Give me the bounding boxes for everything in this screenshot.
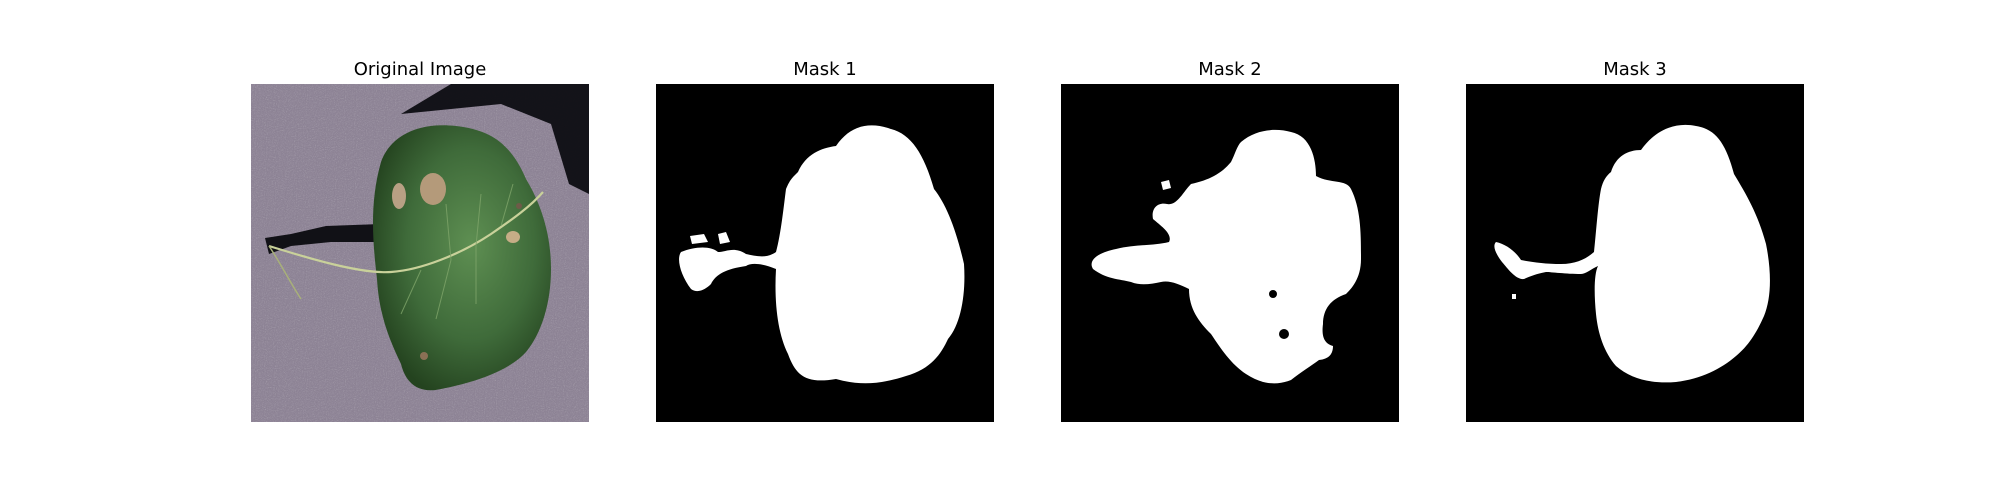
panel-title: Mask 2 [1198, 59, 1262, 80]
stem-shadow [265, 224, 381, 254]
mask-2 [1061, 84, 1399, 422]
panel-title: Mask 1 [793, 59, 857, 80]
original-image-panel: Original Image [251, 56, 589, 422]
mask-1 [656, 84, 994, 422]
panel-title: Mask 3 [1603, 59, 1667, 80]
leaf-stem [268, 191, 544, 274]
mask-foreground [1494, 124, 1770, 383]
mask-1-image [656, 84, 994, 422]
mask-2-panel: Mask 2 [1061, 56, 1399, 422]
leaf [373, 125, 551, 391]
leaf-photo [251, 84, 589, 422]
mask-foreground [1091, 129, 1361, 384]
original-image [251, 84, 589, 422]
lesion [420, 352, 428, 360]
lesion [420, 173, 446, 205]
mask-2-image [1061, 84, 1399, 422]
lesion [392, 183, 406, 209]
mask-foreground [679, 125, 965, 384]
lesion [506, 231, 520, 243]
mask-1-panel: Mask 1 [656, 56, 994, 422]
mask-3-image [1466, 84, 1804, 422]
leaf-shadow [401, 84, 589, 194]
mask-3-panel: Mask 3 [1466, 56, 1804, 422]
mask-3 [1466, 84, 1804, 422]
panel-title: Original Image [353, 59, 487, 80]
